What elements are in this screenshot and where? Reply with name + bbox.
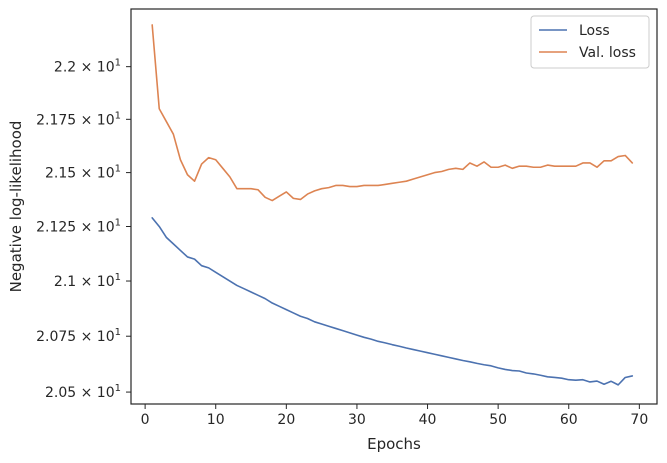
y-tick-mantissa: 2.15 × 10 (45, 166, 115, 182)
y-tick-label: 2.075 × 101 (36, 327, 121, 345)
x-tick-label: 40 (419, 412, 437, 428)
y-tick-mantissa: 2.05 × 10 (45, 385, 115, 401)
x-tick-label: 20 (277, 412, 295, 428)
legend-box (530, 15, 650, 69)
y-tick-label: 2.2 × 101 (54, 58, 121, 76)
y-tick-label: 2.15 × 101 (45, 164, 121, 182)
y-tick-exponent: 1 (115, 383, 121, 394)
legend-label-1: Val. loss (579, 45, 636, 61)
y-tick-mantissa: 2.2 × 10 (54, 60, 115, 76)
y-tick-label: 2.1 × 101 (54, 272, 121, 290)
x-tick-label: 0 (141, 412, 150, 428)
y-tick-exponent: 1 (115, 164, 121, 175)
x-tick-label: 30 (348, 412, 366, 428)
y-tick-exponent: 1 (115, 272, 121, 283)
y-tick-exponent: 1 (115, 217, 121, 228)
x-tick-label: 70 (630, 412, 648, 428)
y-tick-label: 2.125 × 101 (36, 217, 121, 235)
series-layer (151, 24, 634, 386)
y-tick-mantissa: 2.1 × 10 (54, 274, 115, 290)
legend-label-0: Loss (579, 23, 610, 39)
plot-frame (130, 8, 658, 405)
x-tick-label: 60 (560, 412, 578, 428)
y-tick-exponent: 1 (115, 110, 121, 121)
y-tick-mantissa: 2.175 × 10 (36, 112, 115, 128)
y-tick-label: 2.05 × 101 (45, 383, 121, 401)
y-tick-mantissa: 2.075 × 10 (36, 329, 115, 345)
x-tick-label: 10 (207, 412, 225, 428)
y-axis-label: Negative log-likelihood (7, 121, 25, 293)
y-tick-label: 2.175 × 101 (36, 110, 121, 128)
series-line-0 (151, 217, 634, 386)
legend: Loss Val. loss (530, 15, 650, 69)
y-tick-mantissa: 2.125 × 10 (36, 219, 115, 235)
x-axis-label: Epochs (367, 435, 421, 453)
x-axis-ticks: 0 10 20 30 40 50 60 70 (141, 404, 648, 428)
series-line-1 (151, 24, 634, 202)
y-tick-exponent: 1 (115, 58, 121, 69)
y-tick-exponent: 1 (115, 327, 121, 338)
x-tick-label: 50 (489, 412, 507, 428)
